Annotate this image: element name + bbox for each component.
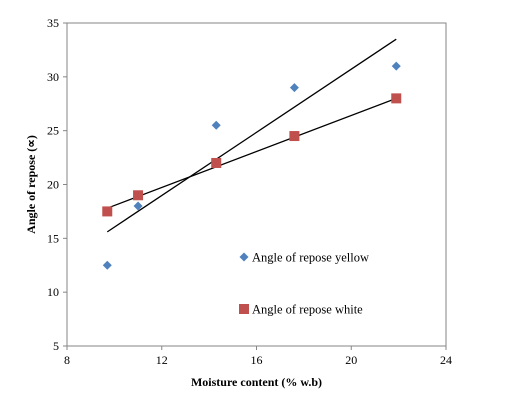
plot-frame (66, 22, 447, 347)
x-tick-label: 8 (64, 353, 70, 367)
x-tick-label: 20 (345, 353, 357, 367)
point-yellow (211, 120, 221, 130)
data-points (102, 61, 402, 270)
point-white (133, 190, 144, 201)
y-tick-label: 15 (47, 231, 59, 245)
point-yellow (289, 83, 299, 93)
point-white (391, 93, 402, 104)
trendlines (106, 38, 397, 233)
x-axis-title: Moisture content (% w.b) (191, 375, 322, 389)
point-yellow (102, 260, 112, 270)
y-tick-label: 35 (47, 16, 59, 30)
y-tick-label: 10 (47, 285, 59, 299)
legend: Angle of repose yellow Angle of repose wh… (239, 251, 369, 317)
legend-marker-white (239, 304, 249, 314)
point-white (211, 157, 222, 168)
trendline-white (107, 97, 397, 209)
point-white (289, 131, 300, 142)
point-yellow (391, 61, 401, 71)
x-tick-label: 16 (251, 353, 263, 367)
legend-label-white: Angle of repose white (252, 303, 363, 317)
trendline-yellow (106, 38, 397, 233)
axes: 5 10 15 20 25 30 35 8 12 16 20 24 (47, 16, 452, 367)
y-axis-title: Angle of repose (∝) (24, 135, 38, 234)
x-tick-label: 24 (440, 353, 452, 367)
x-tick-label: 12 (156, 353, 168, 367)
y-tick-label: 25 (47, 124, 59, 138)
point-white (102, 206, 113, 217)
point-yellow (133, 201, 143, 211)
y-tick-label: 30 (47, 70, 59, 84)
legend-marker-yellow (239, 252, 249, 262)
y-tick-label: 20 (47, 178, 59, 192)
y-tick-label: 5 (53, 339, 59, 353)
legend-label-yellow: Angle of repose yellow (252, 251, 369, 265)
